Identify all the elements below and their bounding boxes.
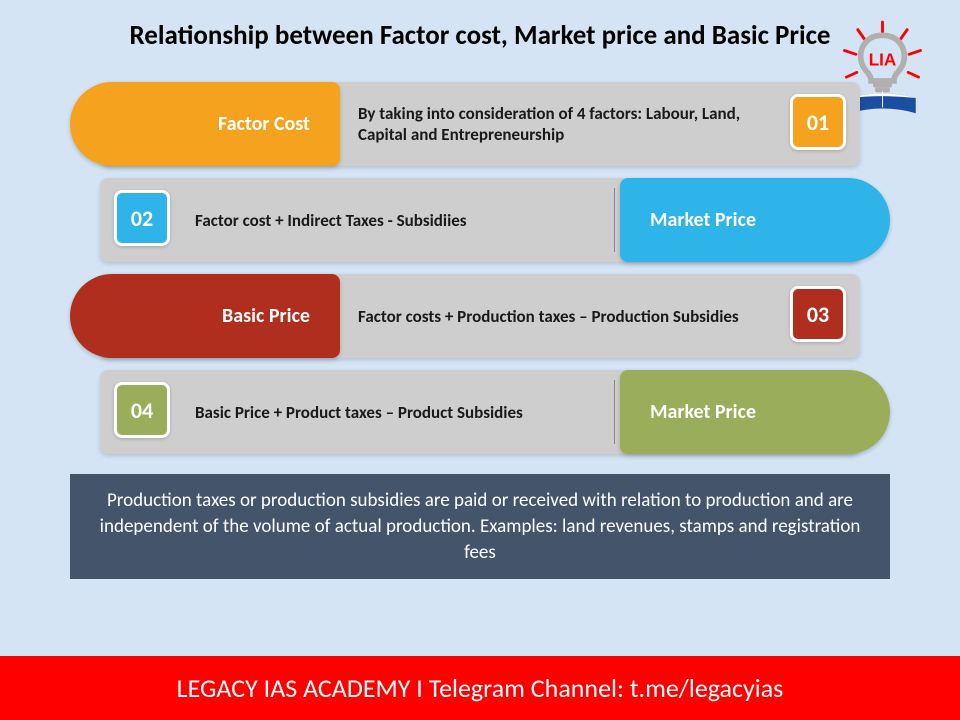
desc-text: Factor costs + Production taxes – Produc… bbox=[358, 306, 770, 327]
logo-text: LIA bbox=[869, 51, 897, 70]
row-factor-cost: Factor Cost By taking into consideration… bbox=[100, 82, 860, 166]
number-badge-04: 04 bbox=[114, 382, 170, 438]
label-pill-market-price-1: Market Price bbox=[620, 178, 890, 262]
row-desc: Basic Price + Product taxes – Product Su… bbox=[195, 370, 600, 454]
footer-bar: LEGACY IAS ACADEMY I Telegram Channel: t… bbox=[0, 656, 960, 720]
label-text: Basic Price bbox=[222, 304, 310, 328]
desc-text: By taking into consideration of 4 factor… bbox=[358, 103, 770, 146]
footer-text: LEGACY IAS ACADEMY I Telegram Channel: t… bbox=[177, 672, 784, 704]
label-pill-market-price-2: Market Price bbox=[620, 370, 890, 454]
label-text: Factor Cost bbox=[218, 112, 310, 136]
row-desc: Factor costs + Production taxes – Produc… bbox=[358, 274, 770, 358]
number-badge-01: 01 bbox=[790, 94, 846, 150]
number-badge-03: 03 bbox=[790, 286, 846, 342]
row-desc: By taking into consideration of 4 factor… bbox=[358, 82, 770, 166]
divider bbox=[614, 380, 615, 444]
number-text: 03 bbox=[807, 301, 829, 328]
row-market-price-1: 02 Factor cost + Indirect Taxes - Subsid… bbox=[100, 178, 860, 262]
divider bbox=[614, 188, 615, 252]
number-text: 04 bbox=[131, 397, 153, 424]
row-desc: Factor cost + Indirect Taxes - Subsidiie… bbox=[195, 178, 600, 262]
desc-text: Factor cost + Indirect Taxes - Subsidiie… bbox=[195, 210, 467, 231]
desc-text: Basic Price + Product taxes – Product Su… bbox=[195, 402, 600, 423]
rows-container: Factor Cost By taking into consideration… bbox=[100, 82, 860, 454]
label-pill-basic-price: Basic Price bbox=[70, 274, 340, 358]
label-text: Market Price bbox=[650, 208, 756, 232]
row-market-price-2: 04 Basic Price + Product taxes – Product… bbox=[100, 370, 860, 454]
number-text: 01 bbox=[807, 109, 829, 136]
label-text: Market Price bbox=[650, 400, 756, 424]
row-basic-price: Basic Price Factor costs + Production ta… bbox=[100, 274, 860, 358]
note-box: Production taxes or production subsidies… bbox=[70, 474, 890, 579]
page-title: Relationship between Factor cost, Market… bbox=[0, 0, 960, 62]
number-text: 02 bbox=[131, 205, 153, 232]
label-pill-factor-cost: Factor Cost bbox=[70, 82, 340, 166]
note-text: Production taxes or production subsidies… bbox=[100, 489, 861, 563]
number-badge-02: 02 bbox=[114, 190, 170, 246]
